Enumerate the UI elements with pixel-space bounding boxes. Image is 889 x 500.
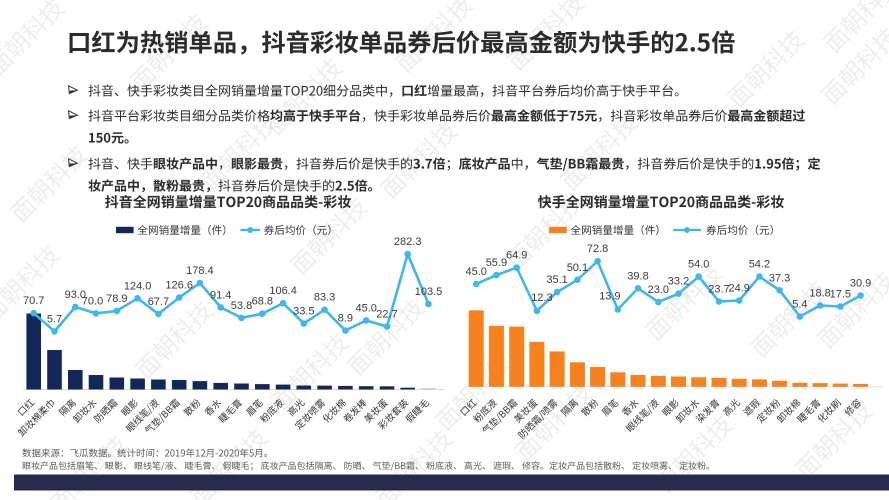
- svg-text:33.5: 33.5: [293, 306, 314, 318]
- svg-text:18.8: 18.8: [809, 288, 830, 300]
- svg-text:124.0: 124.0: [124, 280, 152, 292]
- svg-text:12.3: 12.3: [531, 292, 552, 304]
- svg-text:68.8: 68.8: [252, 296, 273, 308]
- svg-text:45.0: 45.0: [355, 302, 376, 314]
- svg-text:64.9: 64.9: [506, 250, 527, 262]
- svg-text:23.0: 23.0: [648, 284, 669, 296]
- svg-text:78.9: 78.9: [106, 293, 127, 305]
- svg-text:282.3: 282.3: [394, 236, 422, 248]
- svg-text:93.0: 93.0: [65, 289, 86, 301]
- svg-text:178.4: 178.4: [186, 265, 214, 277]
- svg-text:30.9: 30.9: [850, 278, 871, 290]
- svg-text:8.9: 8.9: [338, 313, 353, 325]
- svg-text:5.7: 5.7: [47, 313, 62, 325]
- svg-text:67.7: 67.7: [148, 296, 169, 308]
- svg-text:106.4: 106.4: [269, 285, 297, 297]
- svg-text:23.7: 23.7: [708, 284, 729, 296]
- svg-text:24.9: 24.9: [728, 283, 749, 295]
- svg-text:54.0: 54.0: [688, 259, 709, 271]
- svg-text:13.9: 13.9: [599, 291, 620, 303]
- svg-text:5.4: 5.4: [792, 299, 807, 311]
- svg-text:83.3: 83.3: [314, 292, 335, 304]
- svg-text:54.2: 54.2: [749, 259, 770, 271]
- svg-text:35.1: 35.1: [546, 274, 567, 286]
- svg-text:37.3: 37.3: [769, 272, 790, 284]
- svg-text:39.8: 39.8: [627, 270, 648, 282]
- svg-text:126.6: 126.6: [165, 280, 193, 292]
- svg-text:50.1: 50.1: [567, 262, 588, 274]
- svg-text:53.8: 53.8: [231, 300, 252, 312]
- svg-text:70.7: 70.7: [23, 295, 44, 307]
- svg-text:17.5: 17.5: [830, 289, 851, 301]
- svg-text:45.0: 45.0: [465, 266, 486, 278]
- svg-text:72.8: 72.8: [587, 243, 608, 255]
- svg-text:55.9: 55.9: [486, 257, 507, 269]
- svg-text:103.5: 103.5: [415, 286, 443, 298]
- svg-text:91.4: 91.4: [210, 289, 231, 301]
- svg-text:22.7: 22.7: [376, 309, 397, 321]
- svg-text:33.2: 33.2: [668, 276, 689, 288]
- svg-text:70.0: 70.0: [82, 295, 103, 307]
